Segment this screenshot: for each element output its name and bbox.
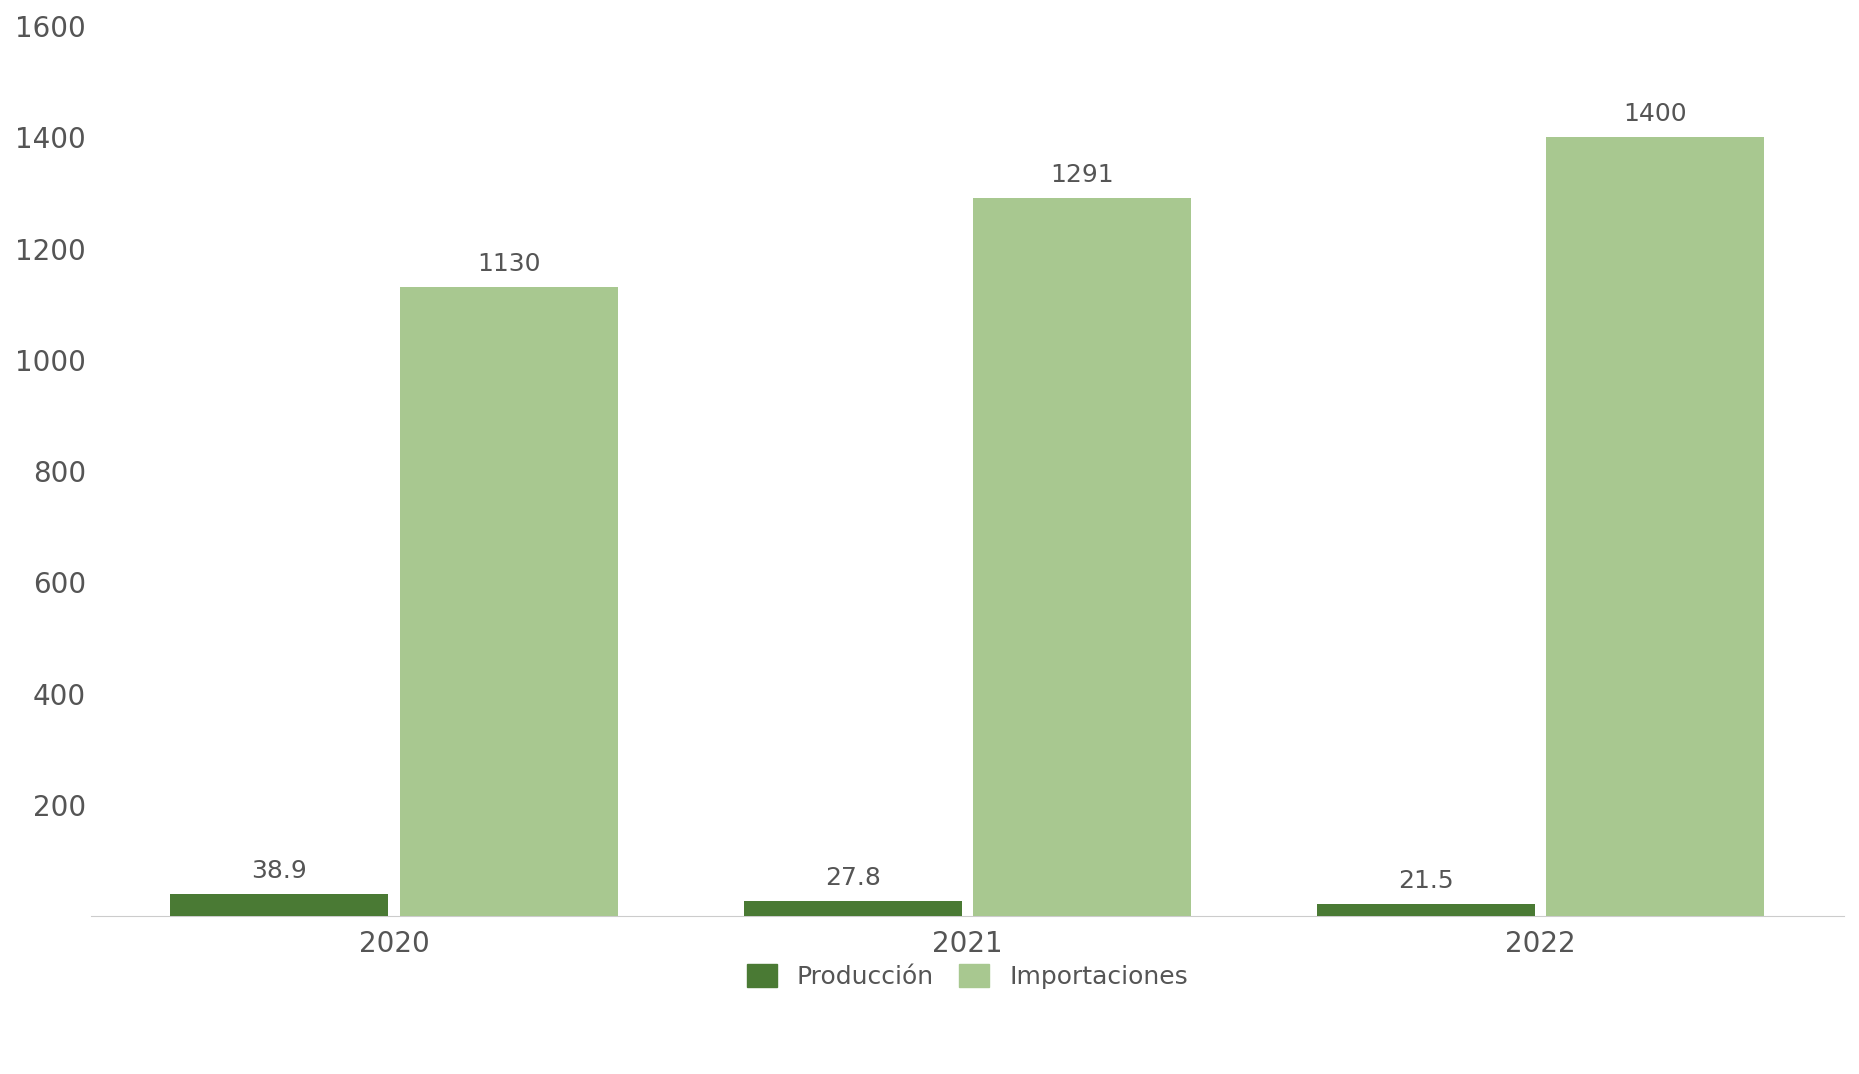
Text: 1130: 1130 [478,252,541,276]
Text: 38.9: 38.9 [251,859,307,883]
Text: 27.8: 27.8 [825,866,881,889]
Bar [400,288,617,916]
Text: 1400: 1400 [1623,102,1688,126]
Text: 1291: 1291 [1050,163,1114,187]
Legend: Producción, Importaciones: Producción, Importaciones [734,952,1201,1001]
Text: 21.5: 21.5 [1398,869,1454,892]
Bar [972,198,1192,916]
Bar [171,895,389,916]
Bar [1318,904,1536,916]
Bar [1547,137,1764,916]
Bar [744,901,961,916]
